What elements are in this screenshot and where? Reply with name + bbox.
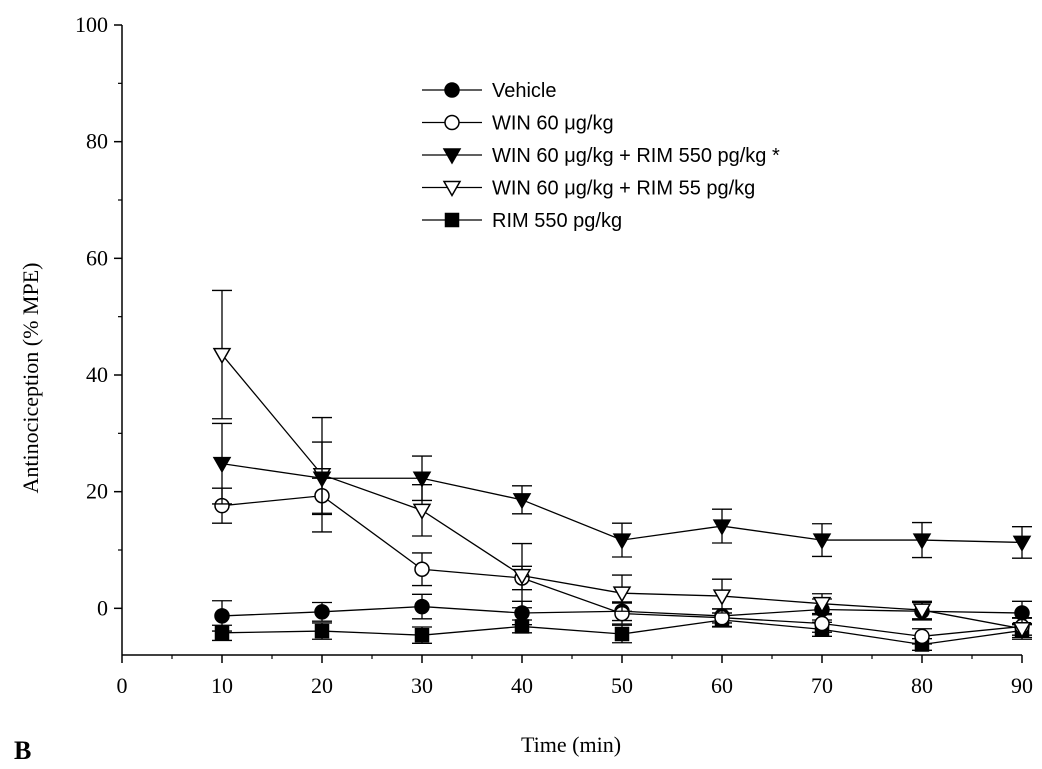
data-point xyxy=(414,627,430,643)
y-tick-label: 40 xyxy=(86,362,108,387)
legend-marker xyxy=(444,82,460,98)
data-point xyxy=(1012,535,1032,552)
legend-marker xyxy=(442,180,462,198)
x-tick-label: 90 xyxy=(1011,673,1033,698)
data-point xyxy=(412,471,432,488)
legend-label: WIN 60 μg/kg xyxy=(492,113,614,135)
data-point xyxy=(314,623,330,639)
data-point xyxy=(214,608,230,624)
x-tick-label: 60 xyxy=(711,673,733,698)
legend-item: WIN 60 μg/kg + RIM 55 pg/kg xyxy=(422,178,755,200)
legend-marker xyxy=(444,212,460,228)
series-3 xyxy=(212,289,1032,640)
y-tick-label: 0 xyxy=(97,595,108,620)
y-axis-title: Antinociception (% MPE) xyxy=(18,263,43,494)
x-tick-label: 70 xyxy=(811,673,833,698)
x-tick-label: 30 xyxy=(411,673,433,698)
data-point xyxy=(514,619,530,634)
data-point xyxy=(312,471,332,488)
x-ticks: 0 10 20 30 40 50 60 70 80 90 xyxy=(117,655,1033,698)
plot-series xyxy=(212,289,1032,652)
data-point xyxy=(314,604,330,620)
data-point xyxy=(812,533,832,550)
legend-item: Vehicle xyxy=(422,80,557,102)
data-point xyxy=(612,533,632,550)
legend-item: RIM 550 pg/kg xyxy=(422,210,622,232)
x-tick-label: 50 xyxy=(611,673,633,698)
panel-label: B xyxy=(14,736,31,765)
data-point xyxy=(614,626,630,642)
y-tick-label: 20 xyxy=(86,479,108,504)
data-point xyxy=(412,503,432,520)
y-tick-label: 100 xyxy=(75,12,108,37)
data-point xyxy=(212,456,232,474)
data-point xyxy=(214,625,230,641)
x-tick-label: 20 xyxy=(311,673,333,698)
data-point xyxy=(814,615,830,632)
legend-marker xyxy=(442,148,462,165)
data-point xyxy=(512,568,532,586)
data-point xyxy=(414,598,430,615)
data-point xyxy=(912,603,932,620)
legend-item: WIN 60 μg/kg xyxy=(422,113,614,135)
x-tick-label: 0 xyxy=(117,673,128,698)
legend-marker xyxy=(444,114,460,131)
legend: Vehicle WIN 60 μg/kg WIN 60 μg/kg + RIM 55… xyxy=(422,80,780,232)
data-point xyxy=(1012,622,1032,639)
data-point xyxy=(612,586,632,603)
series-2 xyxy=(212,422,1032,559)
legend-label: Vehicle xyxy=(492,80,557,102)
legend-item: WIN 60 μg/kg + RIM 550 pg/kg * xyxy=(422,145,780,167)
data-point xyxy=(812,596,832,614)
data-point xyxy=(212,347,232,365)
legend-label: WIN 60 μg/kg + RIM 55 pg/kg xyxy=(492,178,755,200)
data-point xyxy=(912,533,932,550)
data-point xyxy=(512,493,532,510)
legend-label: RIM 550 pg/kg xyxy=(492,210,622,232)
series-1 xyxy=(212,477,1032,645)
data-point xyxy=(712,519,732,536)
x-axis-title: Time (min) xyxy=(521,732,621,757)
data-point xyxy=(414,561,430,577)
y-ticks: 0 20 40 60 80 100 xyxy=(75,12,122,620)
y-tick-label: 80 xyxy=(86,129,108,154)
x-tick-label: 10 xyxy=(211,673,233,698)
data-point xyxy=(712,589,732,606)
x-tick-label: 80 xyxy=(911,673,933,698)
legend-label: WIN 60 μg/kg + RIM 550 pg/kg * xyxy=(492,145,780,167)
y-tick-label: 60 xyxy=(86,245,108,270)
data-point xyxy=(914,628,930,645)
x-tick-label: 40 xyxy=(511,673,533,698)
